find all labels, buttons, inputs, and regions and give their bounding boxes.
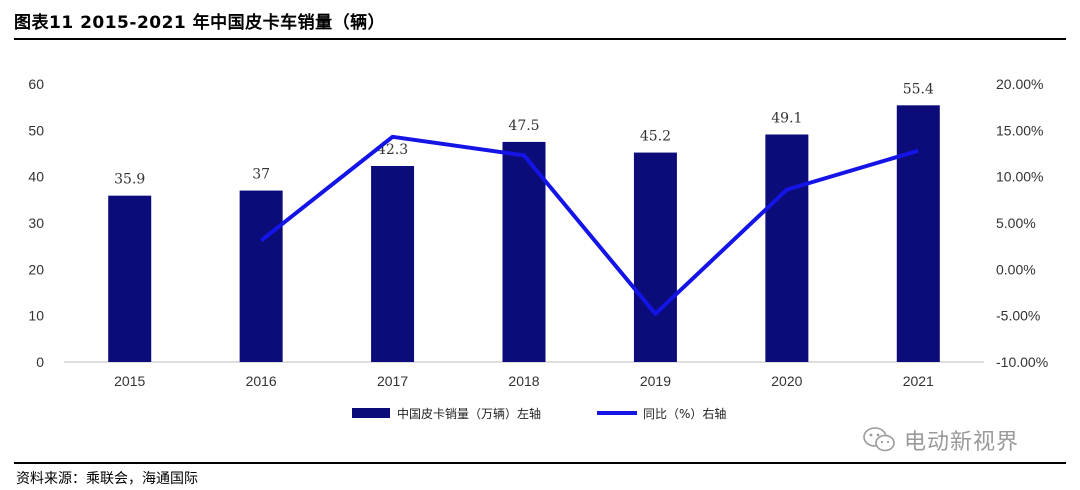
bar-data-label: 55.4 — [903, 81, 934, 97]
left-axis-tick: 60 — [28, 76, 44, 92]
left-axis-tick: 30 — [28, 215, 44, 231]
x-axis-tick: 2015 — [114, 373, 145, 389]
x-axis-tick: 2017 — [377, 373, 408, 389]
legend: 中国皮卡销量（万辆）左轴 同比（%）右轴 — [352, 406, 726, 421]
bar-series — [108, 105, 940, 363]
x-axis-tick: 2019 — [640, 373, 671, 389]
bar-data-label: 49.1 — [771, 111, 802, 127]
bar-data-label: 47.5 — [508, 118, 539, 134]
yoy-line — [259, 134, 919, 316]
title-divider — [14, 38, 1066, 40]
bar — [239, 190, 283, 362]
legend-label-bar: 中国皮卡销量（万辆）左轴 — [397, 406, 541, 421]
watermark: 电动新视界 — [862, 424, 1019, 456]
bar — [502, 141, 546, 362]
right-axis: -10.00% -5.00% 0.00% 5.00% 10.00% 15.00% 20.00… — [996, 76, 1048, 370]
chart-title-bar: 图表11 2015-2021 年中国皮卡车销量（辆） — [14, 8, 1066, 36]
right-axis-tick: 0.00% — [996, 261, 1036, 277]
legend-swatch-bar — [352, 408, 390, 418]
bar-data-label: 45.2 — [640, 129, 671, 145]
chart: 0 10 20 30 40 50 60 -10.00% -5.00% 0.00% 5.00% 10.… — [28, 76, 1048, 421]
x-axis-tick: 2016 — [246, 373, 277, 389]
left-axis: 0 10 20 30 40 50 60 — [28, 76, 44, 370]
x-axis-tick: 2018 — [508, 373, 539, 389]
right-axis-tick: 20.00% — [996, 76, 1043, 92]
x-axis-ticks: 2015 2016 2017 2018 2019 2020 2021 — [114, 373, 934, 389]
right-axis-tick: 15.00% — [996, 122, 1043, 138]
bar — [765, 134, 809, 362]
bar-data-labels: 35.9 37 42.3 47.5 45.2 49.1 55.4 — [114, 81, 934, 187]
watermark-text: 电动新视界 — [904, 430, 1020, 455]
left-axis-tick: 0 — [36, 354, 44, 370]
left-axis-tick: 10 — [28, 308, 44, 324]
legend-label-line: 同比（%）右轴 — [643, 406, 726, 421]
bar — [896, 105, 940, 363]
bar — [108, 195, 152, 362]
bar-data-label: 37 — [252, 167, 270, 183]
bar — [371, 166, 415, 362]
right-axis-tick: -5.00% — [996, 308, 1040, 324]
bar — [633, 152, 677, 362]
bar-data-label: 42.3 — [377, 142, 408, 158]
right-axis-tick: 10.00% — [996, 169, 1043, 185]
footer-divider — [14, 462, 1066, 464]
wechat-icon — [863, 427, 895, 452]
left-axis-tick: 50 — [28, 122, 44, 138]
bar-data-label: 35.9 — [114, 172, 145, 188]
left-axis-tick: 40 — [28, 169, 44, 185]
left-axis-tick: 20 — [28, 261, 44, 277]
right-axis-tick: -10.00% — [996, 354, 1048, 370]
x-axis-tick: 2021 — [903, 373, 934, 389]
x-axis-tick: 2020 — [771, 373, 802, 389]
right-axis-tick: 5.00% — [996, 215, 1036, 231]
chart-title: 图表11 2015-2021 年中国皮卡车销量（辆） — [14, 13, 386, 33]
source-note: 资料来源：乘联会，海通国际 — [16, 471, 198, 487]
